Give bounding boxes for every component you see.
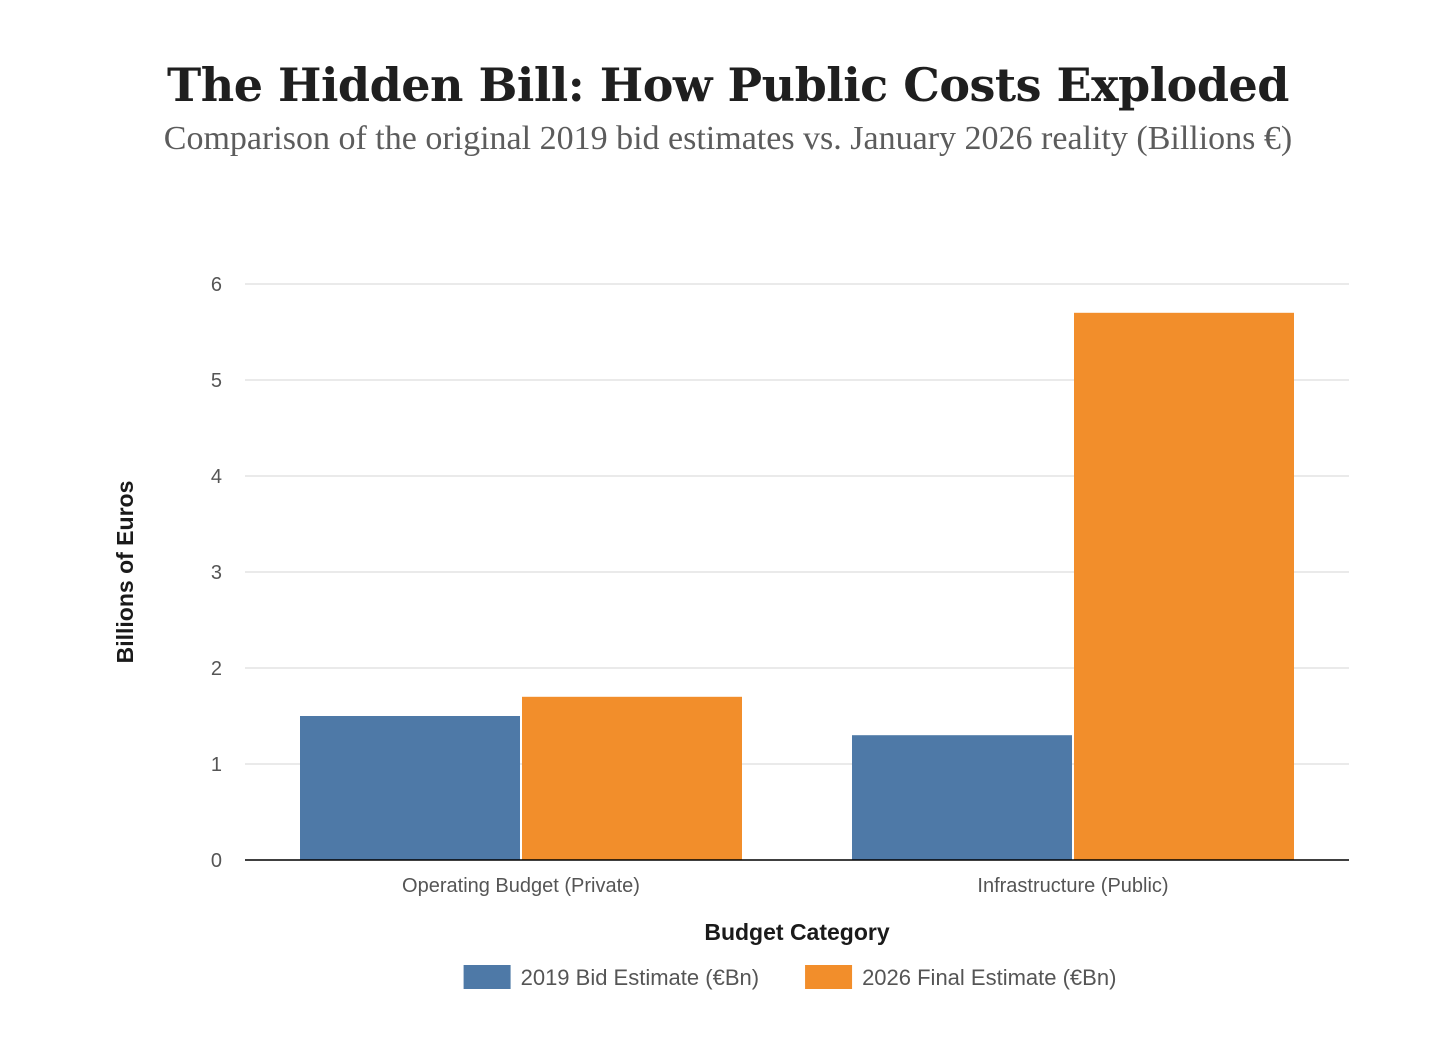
legend: 2019 Bid Estimate (€Bn) 2026 Final Estima… bbox=[463, 965, 1116, 990]
bar bbox=[1074, 312, 1294, 860]
legend-swatch bbox=[463, 965, 511, 989]
y-axis-ticks: 0 1 2 3 4 5 6 bbox=[211, 274, 222, 872]
bars bbox=[300, 312, 1294, 860]
y-tick-label: 4 bbox=[211, 466, 222, 488]
chart-subtitle: Comparison of the original 2019 bid esti… bbox=[163, 120, 1293, 157]
x-category-label: Infrastructure (Public) bbox=[977, 875, 1168, 897]
y-tick-label: 0 bbox=[211, 850, 222, 872]
x-axis-title: Budget Category bbox=[704, 919, 890, 945]
legend-label: 2019 Bid Estimate (€Bn) bbox=[521, 965, 759, 990]
bar bbox=[852, 735, 1072, 860]
x-axis-categories: Operating Budget (Private) Infrastructure… bbox=[402, 875, 1169, 897]
y-tick-label: 6 bbox=[211, 274, 222, 296]
y-tick-label: 1 bbox=[211, 754, 222, 776]
chart-title: The Hidden Bill: How Public Costs Explod… bbox=[167, 58, 1289, 112]
bar bbox=[522, 696, 742, 860]
y-tick-label: 5 bbox=[211, 370, 222, 392]
x-category-label: Operating Budget (Private) bbox=[402, 875, 640, 897]
legend-label: 2026 Final Estimate (€Bn) bbox=[862, 965, 1116, 990]
y-axis-title: Billions of Euros bbox=[112, 481, 138, 664]
y-tick-label: 2 bbox=[211, 658, 222, 680]
bar bbox=[300, 716, 520, 860]
legend-swatch bbox=[805, 965, 853, 989]
y-tick-label: 3 bbox=[211, 562, 222, 584]
